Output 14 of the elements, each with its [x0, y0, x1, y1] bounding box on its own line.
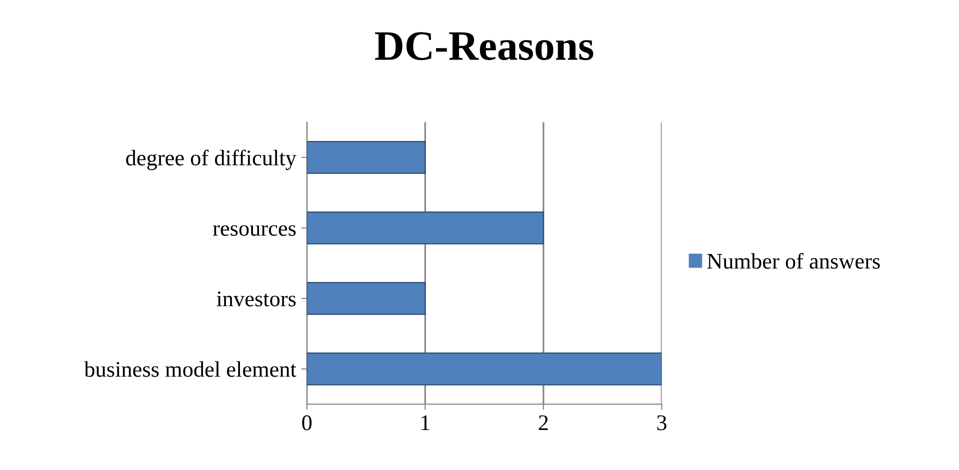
y-tick-label: degree of difficulty [126, 150, 296, 170]
bar [306, 352, 662, 386]
bar [306, 141, 426, 174]
y-tick-label: resources [212, 225, 296, 236]
x-tick-label: 1 [422, 415, 430, 430]
bar [306, 212, 544, 244]
chart-title: DC-Reasons [375, 32, 594, 60]
x-tick-label: 3 [657, 415, 666, 430]
y-tick-label: business model element [84, 361, 296, 377]
y-tick-label: investors [216, 291, 296, 306]
bar [306, 282, 426, 315]
x-tick-label: 0 [302, 415, 312, 430]
legend-label: Number of answers [707, 252, 880, 269]
x-tick-label: 2 [538, 415, 548, 430]
